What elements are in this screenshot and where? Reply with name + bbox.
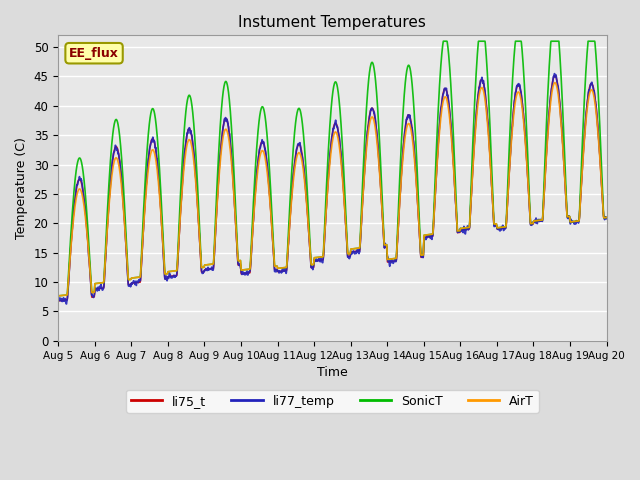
- Text: EE_flux: EE_flux: [69, 47, 119, 60]
- X-axis label: Time: Time: [317, 366, 348, 379]
- Title: Instument Temperatures: Instument Temperatures: [239, 15, 426, 30]
- Y-axis label: Temperature (C): Temperature (C): [15, 137, 28, 239]
- Legend: li75_t, li77_temp, SonicT, AirT: li75_t, li77_temp, SonicT, AirT: [126, 390, 539, 413]
